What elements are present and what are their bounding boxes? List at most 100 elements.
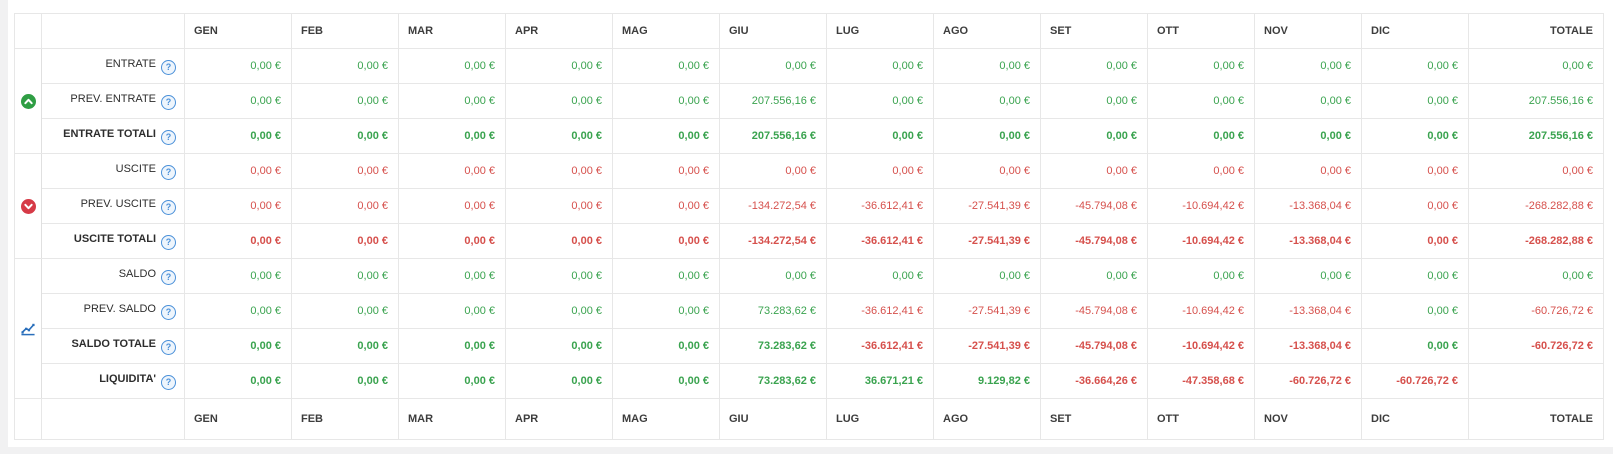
value-cell: -268.282,88 € — [1468, 223, 1604, 259]
value-cell: 0,00 € — [1361, 293, 1469, 329]
month-header: SET — [1040, 13, 1148, 49]
value-cell: 0,00 € — [826, 83, 934, 119]
value-cell: 0,00 € — [1254, 118, 1362, 154]
table-row: PREV. USCITE? 0,00 €0,00 €0,00 €0,00 €0,0… — [15, 188, 1604, 224]
label-column-header — [41, 13, 185, 49]
month-footer: FEB — [291, 398, 399, 440]
row-label: PREV. USCITE — [80, 197, 156, 210]
help-icon[interactable]: ? — [161, 304, 176, 320]
value-cell: -47.358,68 € — [1147, 363, 1255, 399]
value-cell: 0,00 € — [398, 83, 506, 119]
help-icon[interactable]: ? — [161, 374, 176, 390]
icon-column-footer — [14, 398, 42, 440]
value-cell: 207.556,16 € — [1468, 83, 1604, 119]
value-cell: 0,00 € — [505, 258, 613, 294]
group-cell-entrate — [14, 48, 42, 154]
value-cell: 9.129,82 € — [933, 363, 1041, 399]
month-footer: NOV — [1254, 398, 1362, 440]
value-cell: 0,00 € — [612, 83, 720, 119]
value-cell: 0,00 € — [1147, 48, 1255, 84]
value-cell: 0,00 € — [612, 293, 720, 329]
chevron-down-circle-icon[interactable] — [16, 198, 40, 214]
row-label-cell: PREV. SALDO? — [41, 293, 185, 329]
value-cell: 0,00 € — [612, 48, 720, 84]
table-row: LIQUIDITA'? 0,00 €0,00 €0,00 €0,00 €0,00 … — [15, 363, 1604, 399]
value-cell: -60.726,72 € — [1361, 363, 1469, 399]
help-icon[interactable]: ? — [161, 269, 176, 285]
value-cell: 73.283,62 € — [719, 293, 827, 329]
value-cell: 0,00 € — [505, 118, 613, 154]
table-row: PREV. ENTRATE? 0,00 €0,00 €0,00 €0,00 €0,… — [15, 83, 1604, 119]
cashflow-table: GEN FEB MAR APR MAG GIU LUG AGO SET OTT NOV DIC TOTA… — [14, 13, 1604, 440]
value-cell: -13.368,04 € — [1254, 223, 1362, 259]
value-cell: 0,00 € — [719, 48, 827, 84]
table-row: ENTRATE TOTALI? 0,00 €0,00 €0,00 €0,00 €0… — [15, 118, 1604, 154]
table-row: SALDO TOTALE? 0,00 €0,00 €0,00 €0,00 €0,0… — [15, 328, 1604, 364]
value-cell: 0,00 € — [184, 258, 292, 294]
value-cell: 0,00 € — [1254, 153, 1362, 189]
row-label: LIQUIDITA' — [99, 372, 156, 385]
value-cell: 0,00 € — [505, 363, 613, 399]
value-cell: 0,00 € — [291, 328, 399, 364]
value-cell: 0,00 € — [612, 188, 720, 224]
month-header: MAG — [612, 13, 720, 49]
value-cell: 0,00 € — [505, 223, 613, 259]
month-header: MAR — [398, 13, 506, 49]
value-cell: 0,00 € — [398, 223, 506, 259]
month-header: LUG — [826, 13, 934, 49]
cashflow-body: ENTRATE? 0,00 €0,00 €0,00 €0,00 €0,00 €0,… — [14, 48, 1604, 399]
value-cell: 0,00 € — [612, 223, 720, 259]
value-cell: 0,00 € — [826, 153, 934, 189]
help-icon[interactable]: ? — [161, 59, 176, 75]
value-cell: 0,00 € — [184, 188, 292, 224]
month-footer: APR — [505, 398, 613, 440]
months-footer-row: GEN FEB MAR APR MAG GIU LUG AGO SET OTT NOV DIC TOTA… — [14, 398, 1604, 440]
value-cell: 0,00 € — [933, 258, 1041, 294]
value-cell: 36.671,21 € — [826, 363, 934, 399]
value-cell: -10.694,42 € — [1147, 223, 1255, 259]
value-cell: -10.694,42 € — [1147, 293, 1255, 329]
table-row: USCITE TOTALI? 0,00 €0,00 €0,00 €0,00 €0,… — [15, 223, 1604, 259]
value-cell: 0,00 € — [933, 83, 1041, 119]
value-cell: 0,00 € — [612, 118, 720, 154]
value-cell: 73.283,62 € — [719, 328, 827, 364]
value-cell: -45.794,08 € — [1040, 293, 1148, 329]
value-cell: 0,00 € — [826, 48, 934, 84]
chevron-up-circle-icon[interactable] — [16, 93, 40, 109]
help-icon[interactable]: ? — [161, 339, 176, 355]
month-footer: AGO — [933, 398, 1041, 440]
value-cell: 73.283,62 € — [719, 363, 827, 399]
row-label-cell: USCITE? — [41, 153, 185, 189]
bottom-strip — [0, 447, 1613, 454]
value-cell: 0,00 € — [1468, 153, 1604, 189]
line-chart-icon[interactable] — [16, 321, 40, 336]
value-cell: -27.541,39 € — [933, 223, 1041, 259]
row-label: PREV. SALDO — [83, 302, 156, 315]
group-cell-uscite — [14, 153, 42, 259]
value-cell — [1468, 363, 1604, 399]
value-cell: -268.282,88 € — [1468, 188, 1604, 224]
row-label-cell: PREV. USCITE? — [41, 188, 185, 224]
month-footer: MAR — [398, 398, 506, 440]
value-cell: 0,00 € — [933, 48, 1041, 84]
value-cell: -13.368,04 € — [1254, 328, 1362, 364]
value-cell: 0,00 € — [398, 188, 506, 224]
value-cell: 0,00 € — [505, 328, 613, 364]
month-footer: GIU — [719, 398, 827, 440]
value-cell: 0,00 € — [291, 153, 399, 189]
total-footer: TOTALE — [1468, 398, 1604, 440]
help-icon[interactable]: ? — [161, 94, 176, 110]
value-cell: -36.612,41 € — [826, 223, 934, 259]
help-icon[interactable]: ? — [161, 164, 176, 180]
month-footer: SET — [1040, 398, 1148, 440]
value-cell: 0,00 € — [398, 153, 506, 189]
help-icon[interactable]: ? — [161, 199, 176, 215]
value-cell: 0,00 € — [184, 328, 292, 364]
help-icon[interactable]: ? — [161, 234, 176, 250]
help-icon[interactable]: ? — [161, 129, 176, 145]
value-cell: 0,00 € — [1254, 48, 1362, 84]
month-header: AGO — [933, 13, 1041, 49]
value-cell: 0,00 € — [505, 153, 613, 189]
table-row: ENTRATE? 0,00 €0,00 €0,00 €0,00 €0,00 €0,… — [14, 48, 1604, 154]
